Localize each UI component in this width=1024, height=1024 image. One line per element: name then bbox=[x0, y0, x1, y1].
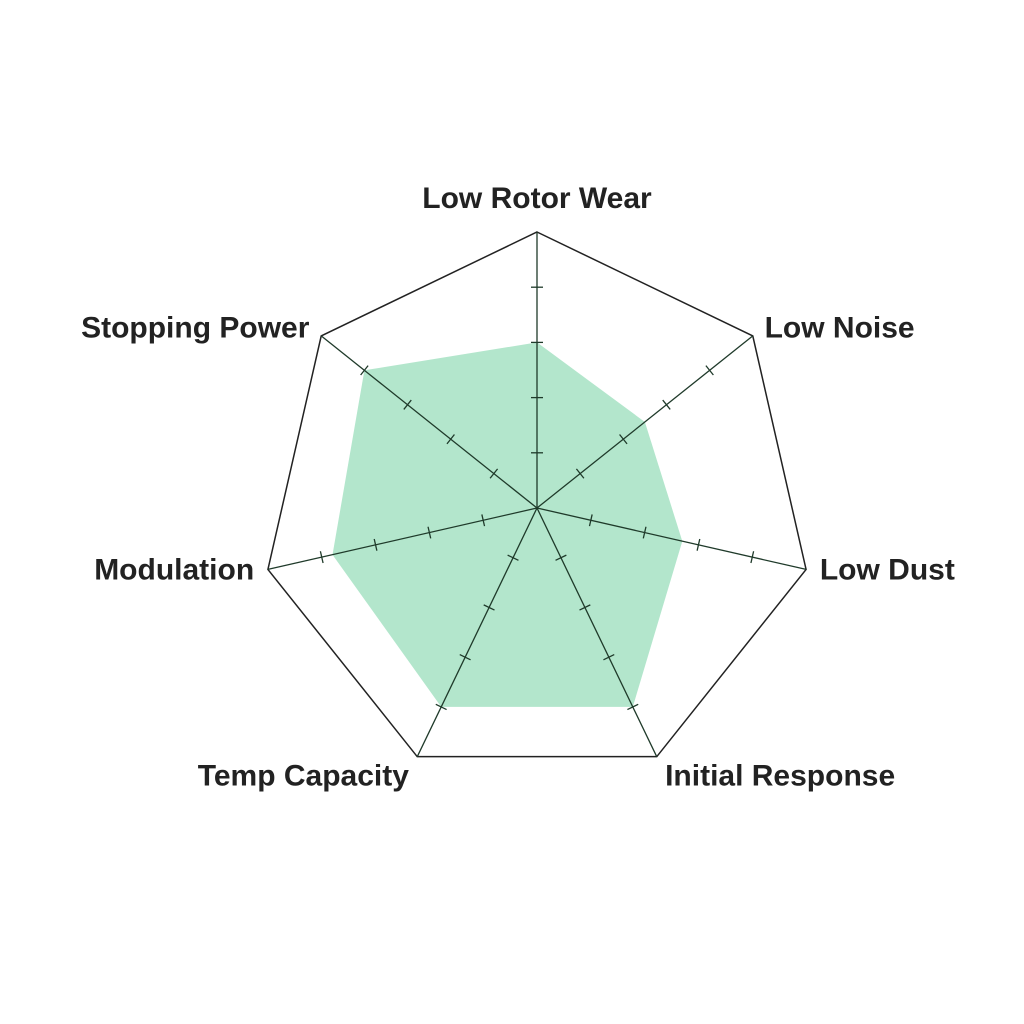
tick-mark bbox=[555, 554, 567, 561]
tick-mark bbox=[603, 654, 615, 661]
tick-mark bbox=[427, 526, 432, 539]
tick-mark bbox=[435, 703, 447, 711]
tick-mark bbox=[662, 399, 671, 410]
tick-mark bbox=[459, 654, 471, 661]
spoke bbox=[536, 507, 658, 757]
spoke bbox=[267, 507, 538, 571]
axis-label: Temp Capacity bbox=[198, 760, 409, 793]
tick-mark bbox=[481, 514, 486, 527]
tick-mark bbox=[705, 365, 714, 376]
tick-mark bbox=[489, 468, 499, 479]
tick-mark bbox=[627, 703, 639, 711]
tick-mark bbox=[588, 514, 593, 527]
axis-label: Initial Response bbox=[665, 760, 895, 793]
axis-label: Stopping Power bbox=[81, 312, 310, 345]
axis-label: Low Dust bbox=[820, 554, 955, 587]
tick-mark bbox=[360, 365, 369, 376]
spoke bbox=[536, 335, 754, 509]
tick-mark bbox=[446, 434, 455, 445]
tick-mark bbox=[507, 554, 519, 561]
tick-mark bbox=[642, 526, 647, 539]
tick-mark bbox=[619, 434, 628, 445]
tick-mark bbox=[403, 399, 412, 410]
spoke bbox=[416, 507, 538, 757]
axis-label: Modulation bbox=[94, 554, 254, 587]
axis-label: Low Noise bbox=[765, 312, 915, 345]
spoke bbox=[536, 507, 807, 571]
tick-mark bbox=[579, 604, 591, 611]
tick-mark bbox=[575, 468, 585, 479]
data-area bbox=[332, 342, 683, 707]
axis-label: Low Rotor Wear bbox=[422, 182, 652, 215]
tick-mark bbox=[483, 604, 495, 611]
frame bbox=[267, 231, 807, 758]
tick-mark bbox=[319, 551, 324, 564]
tick-mark bbox=[750, 551, 755, 564]
tick-mark bbox=[373, 538, 378, 551]
spoke bbox=[320, 335, 538, 509]
tick-mark bbox=[696, 538, 701, 551]
